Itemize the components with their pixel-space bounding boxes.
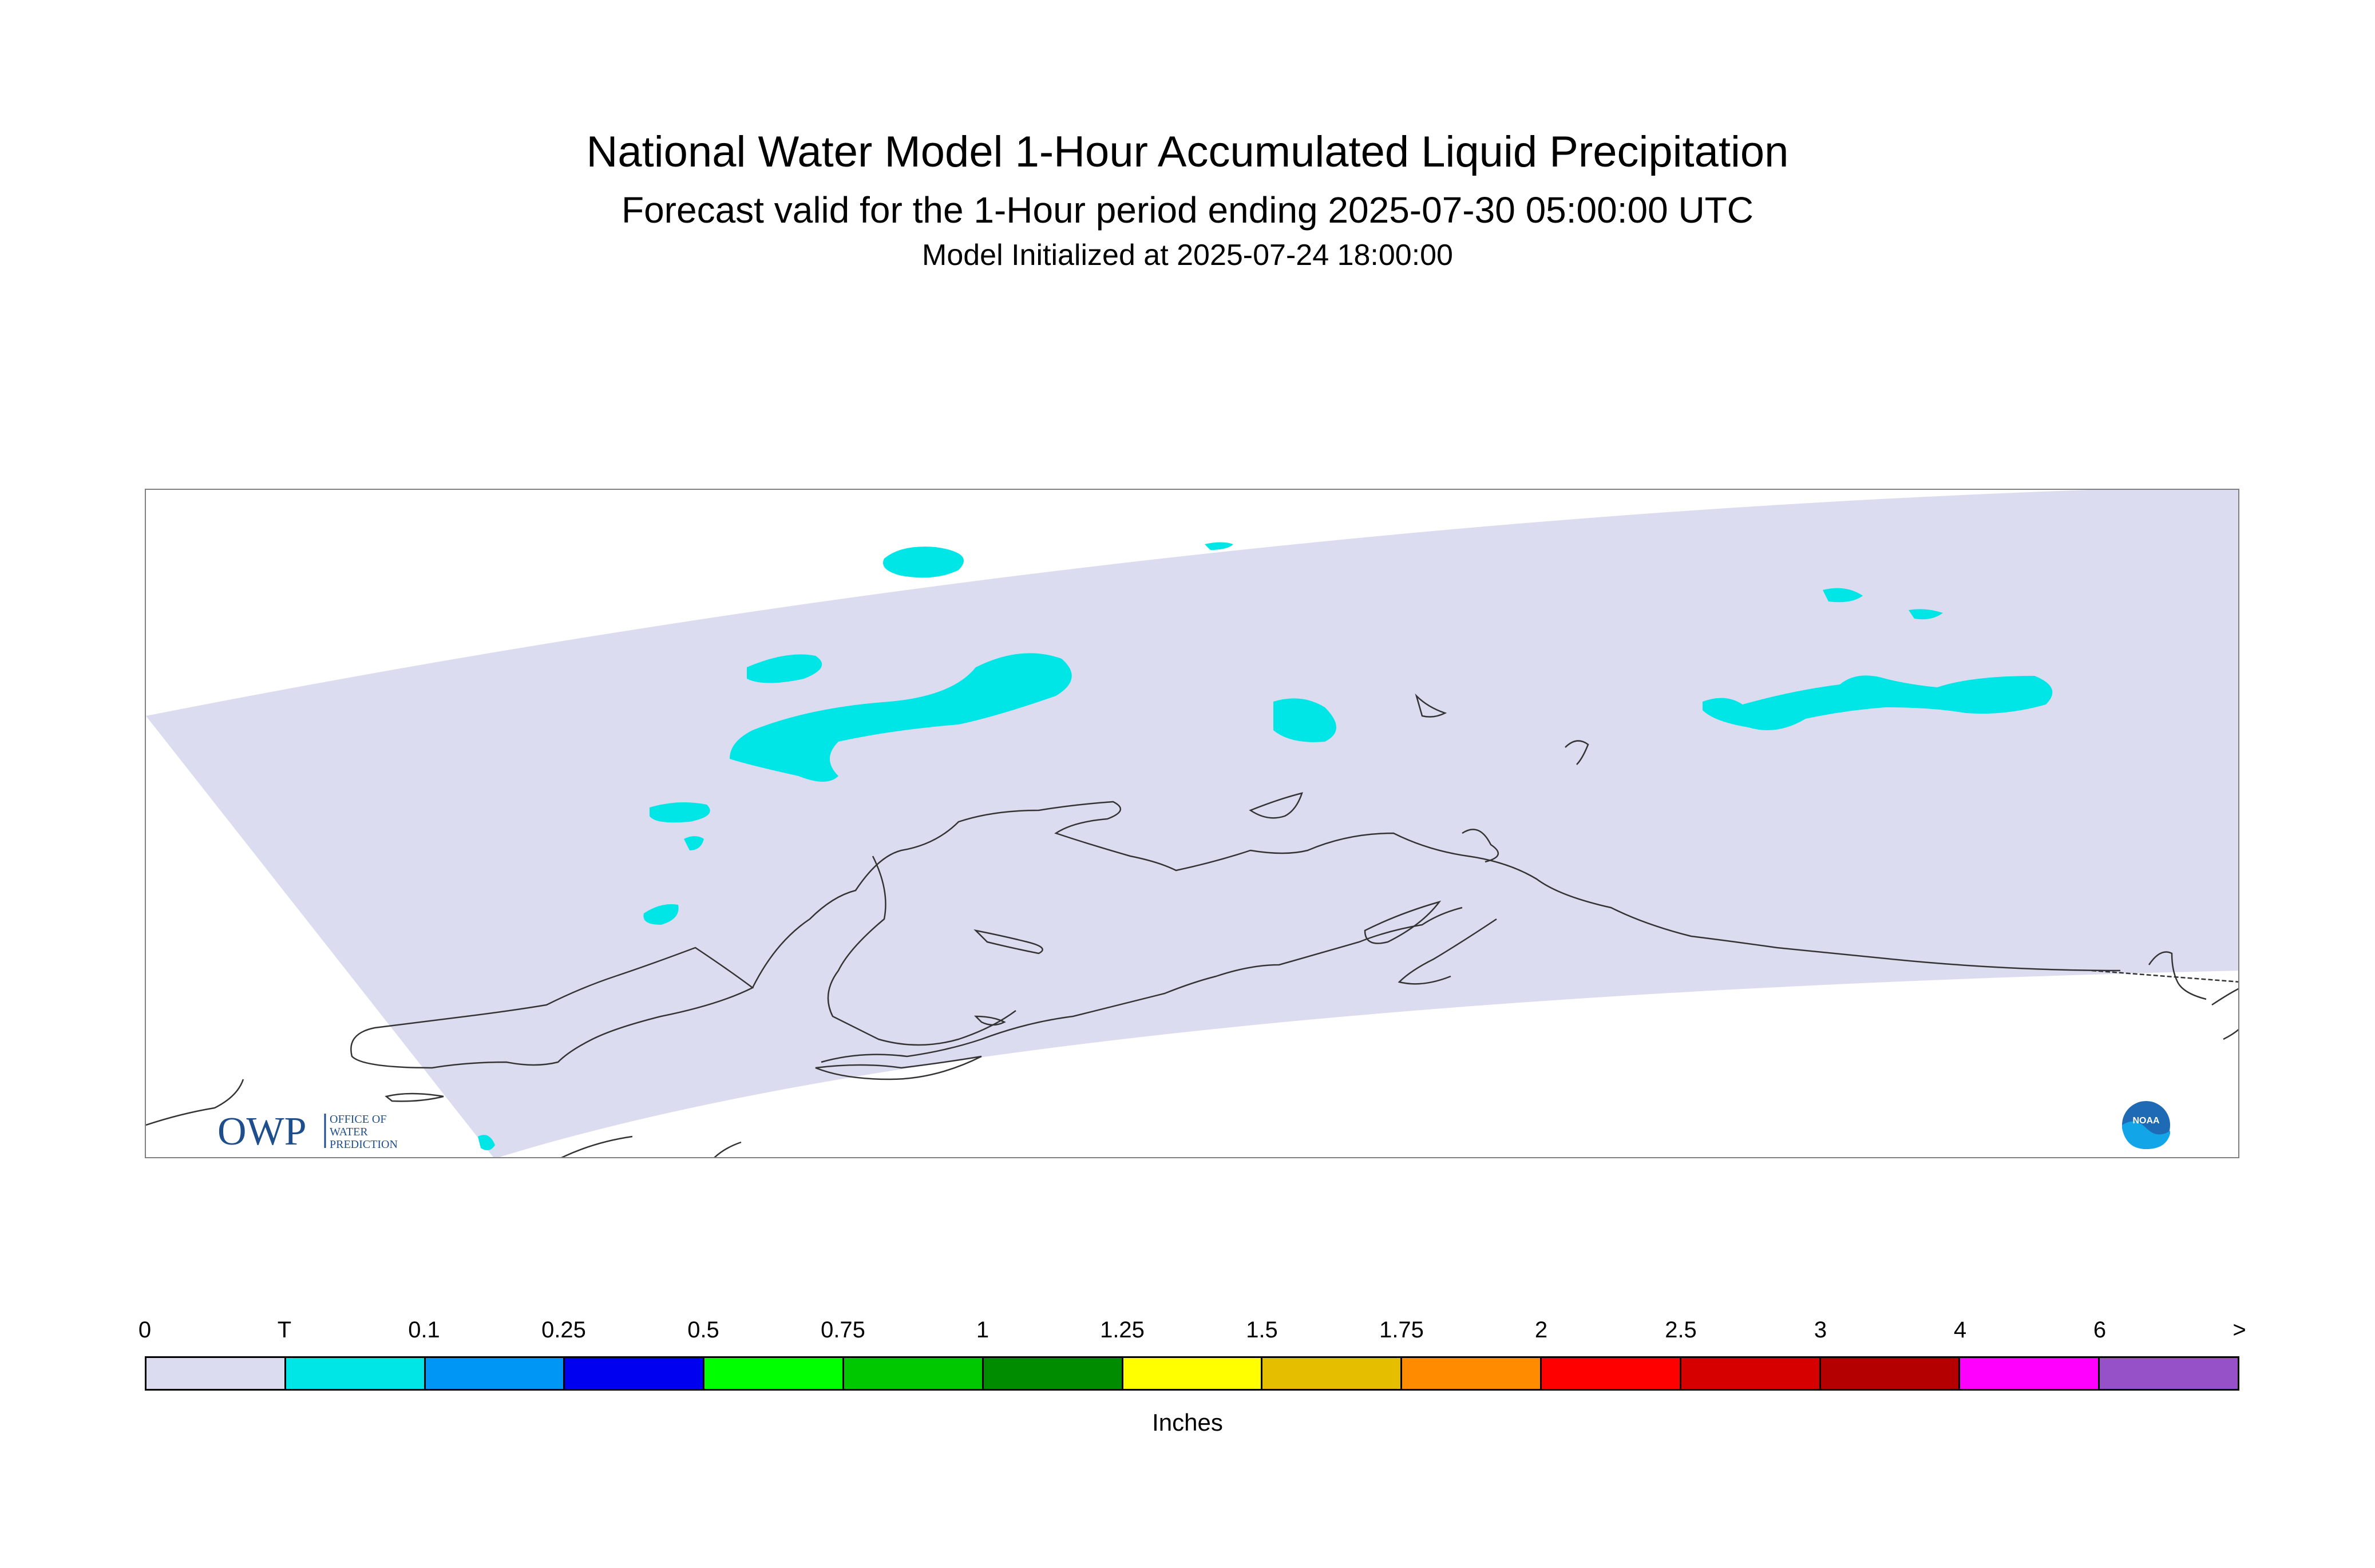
precipitation-areas bbox=[478, 542, 2053, 1150]
owp-logo: OWP OFFICE OF WATER PREDICTION bbox=[217, 1110, 398, 1154]
coastline bbox=[827, 856, 1016, 1046]
coastline bbox=[751, 801, 2121, 988]
colorbar-segment bbox=[425, 1358, 565, 1389]
precip-colorbar bbox=[145, 1356, 2239, 1391]
noaa-logo-text: NOAA bbox=[2132, 1116, 2160, 1126]
coastline bbox=[1415, 693, 1447, 718]
noaa-logo: NOAA bbox=[2122, 1101, 2170, 1149]
owp-logo-line3: PREDICTION bbox=[330, 1138, 398, 1151]
colorbar-tick-label: 1.5 bbox=[1246, 1317, 1278, 1343]
coastline bbox=[2211, 988, 2238, 1040]
coastline bbox=[1249, 792, 1303, 819]
colorbar-segment bbox=[565, 1358, 705, 1389]
precip-area bbox=[747, 654, 822, 683]
map-panel: OWP OFFICE OF WATER PREDICTION NOAA bbox=[145, 489, 2239, 1158]
colorbar-tick-label: 0.1 bbox=[408, 1317, 440, 1343]
colorbar-segment bbox=[1402, 1358, 1542, 1389]
precip-area bbox=[478, 1135, 495, 1150]
precip-area bbox=[1703, 675, 2053, 730]
precip-area bbox=[650, 802, 710, 823]
owp-logo-line1: OFFICE OF bbox=[330, 1113, 386, 1126]
precip-area bbox=[684, 836, 704, 850]
colorbar-tick-label: 2.5 bbox=[1665, 1317, 1697, 1343]
colorbar-segment bbox=[1262, 1358, 1403, 1389]
colorbar-tick-label: 3 bbox=[1814, 1317, 1827, 1343]
precip-area bbox=[730, 653, 1072, 782]
map-title: National Water Model 1-Hour Accumulated … bbox=[586, 128, 1789, 176]
colorbar-segment bbox=[2100, 1358, 2238, 1389]
colorbar-tick-label: 0.5 bbox=[687, 1317, 719, 1343]
colorbar-tick-label: 4 bbox=[1953, 1317, 1967, 1343]
coastline bbox=[146, 1079, 244, 1126]
colorbar-segment bbox=[704, 1358, 844, 1389]
border-line bbox=[2091, 969, 2238, 983]
coastline bbox=[1462, 829, 1499, 863]
precip-area bbox=[1273, 698, 1336, 742]
model-init-time: Model Initialized at 2025-07-24 18:00:00 bbox=[922, 239, 1453, 272]
precip-area bbox=[883, 547, 964, 578]
coastline bbox=[2148, 951, 2207, 1000]
precip-area bbox=[1205, 542, 1233, 550]
coastline bbox=[973, 929, 1043, 955]
colorbar-tick-label: 1.25 bbox=[1100, 1317, 1145, 1343]
colorbar-tick-label: 1.75 bbox=[1379, 1317, 1424, 1343]
colorbar-tick-label: 2 bbox=[1534, 1317, 1548, 1343]
colorbar-tick-label: 1 bbox=[976, 1317, 989, 1343]
coastline bbox=[561, 1135, 742, 1157]
coastline bbox=[1398, 918, 1497, 985]
colorbar-tick-labels: 0 T 0.1 0.25 0.5 0.75 1 1.25 1.5 1.75 2 2.5 3 4 6 > bbox=[138, 1317, 2246, 1346]
coastline bbox=[385, 1092, 444, 1102]
colorbar-tick-label: 0.25 bbox=[541, 1317, 586, 1343]
colorbar-segment bbox=[844, 1358, 984, 1389]
owp-logo-line2: WATER bbox=[330, 1126, 368, 1138]
colorbar-segment bbox=[147, 1358, 286, 1389]
colorbar-tick-label: 6 bbox=[2093, 1317, 2107, 1343]
coastline bbox=[1364, 900, 1442, 944]
coastlines bbox=[146, 693, 2238, 1157]
coastline bbox=[1565, 740, 1589, 765]
colorbar-segment bbox=[1681, 1358, 1821, 1389]
colorbar-segment bbox=[1541, 1358, 1681, 1389]
model-domain-area bbox=[146, 490, 2238, 1157]
coastline bbox=[350, 947, 754, 1069]
map-canvas bbox=[146, 490, 2238, 1157]
colorbar-segment bbox=[1820, 1358, 1961, 1389]
colorbar-segment bbox=[286, 1358, 426, 1389]
colorbar-tick-label: 0 bbox=[138, 1317, 152, 1343]
coastline bbox=[815, 1055, 982, 1080]
colorbar-tick-label: T bbox=[277, 1317, 292, 1343]
map-subtitle: Forecast valid for the 1-Hour period end… bbox=[621, 189, 1754, 231]
colorbar-segment bbox=[1123, 1358, 1263, 1389]
precip-area bbox=[1823, 588, 1863, 603]
coastline bbox=[973, 1015, 1006, 1026]
colorbar-segment bbox=[1960, 1358, 2100, 1389]
coastline bbox=[821, 906, 1463, 1063]
colorbar-tick-label: 0.75 bbox=[821, 1317, 865, 1343]
owp-logo-text: OWP bbox=[217, 1110, 307, 1154]
precip-area bbox=[1909, 609, 1943, 620]
colorbar-segment bbox=[983, 1358, 1123, 1389]
colorbar-units-label: Inches bbox=[1152, 1409, 1223, 1436]
precip-area bbox=[643, 904, 679, 925]
colorbar-tick-label: > bbox=[2232, 1317, 2246, 1343]
